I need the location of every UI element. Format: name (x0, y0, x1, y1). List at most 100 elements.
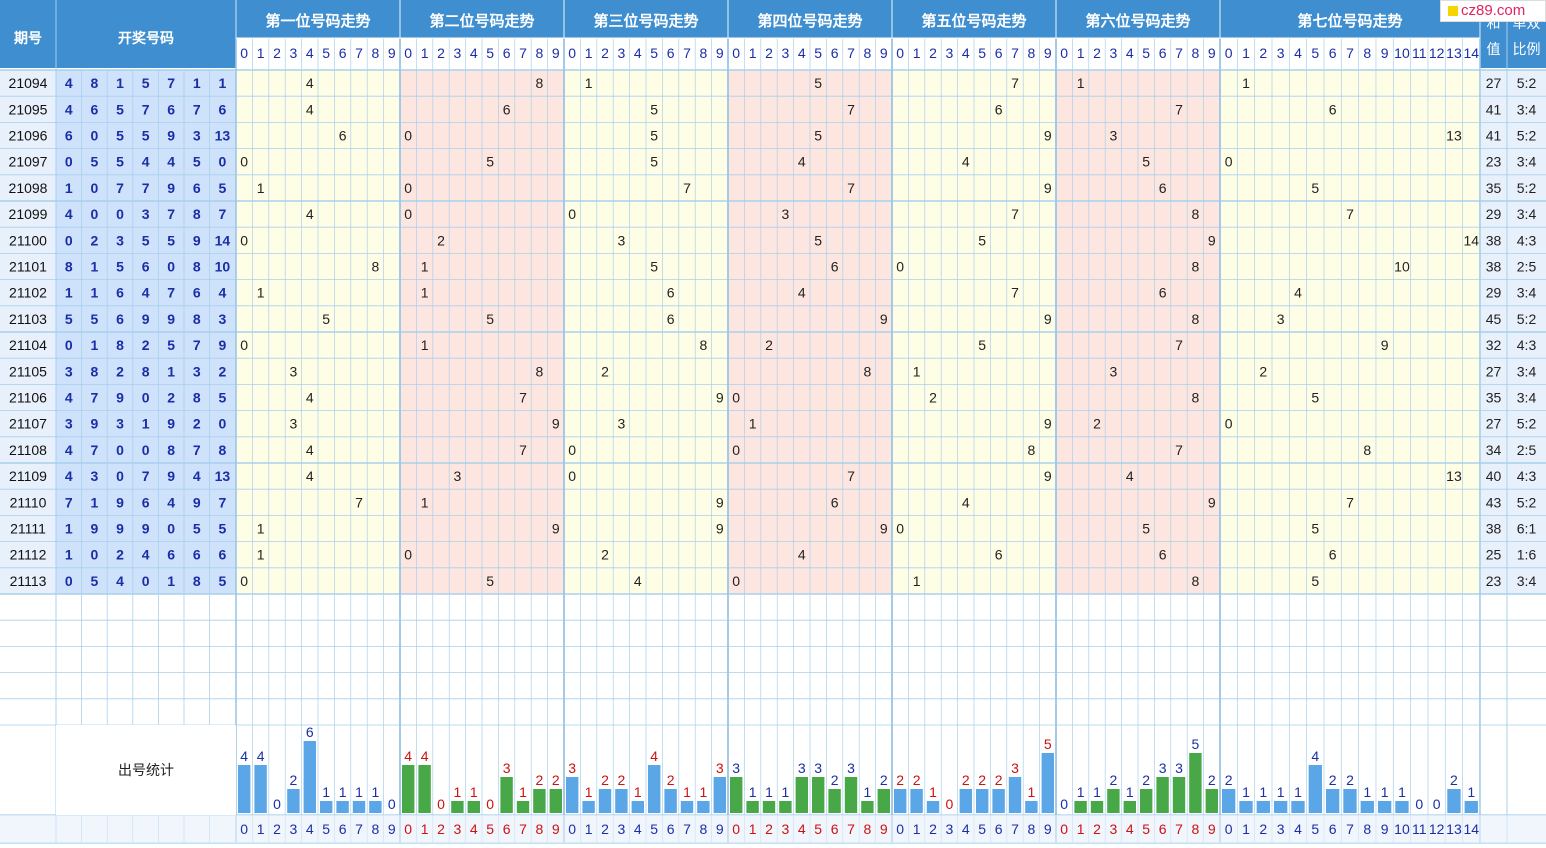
stat-bar (926, 801, 940, 813)
trend-mark-pos1: 7 (355, 494, 363, 510)
footer-digit: 3 (1277, 821, 1285, 837)
footer-digit: 5 (1311, 821, 1319, 837)
stat-bar (418, 765, 431, 813)
stat-value: 2 (667, 772, 675, 788)
stat-bar (1447, 789, 1461, 813)
draw-digit: 8 (91, 75, 99, 91)
stat-value: 3 (798, 760, 806, 776)
stat-value: 3 (732, 760, 740, 776)
draw-digit: 1 (65, 285, 73, 301)
draw-digit: 4 (142, 285, 150, 301)
sum-cell: 27 (1486, 416, 1502, 432)
draw-digit: 8 (142, 363, 150, 379)
stat-value: 1 (454, 784, 462, 800)
draw-digit: 9 (116, 521, 124, 537)
footer-digit: 8 (864, 821, 872, 837)
stat-value: 5 (1044, 736, 1052, 752)
stat-bar (1189, 753, 1202, 813)
stat-value: 5 (1192, 736, 1200, 752)
header-digit: 5 (322, 45, 330, 61)
footer-digit: 5 (1142, 821, 1150, 837)
draw-digit: 1 (65, 521, 73, 537)
trend-mark-pos3: 0 (568, 206, 576, 222)
trend-mark-pos4: 0 (732, 573, 740, 589)
draw-digit: 4 (219, 285, 227, 301)
trend-mark-pos5: 9 (1044, 128, 1052, 144)
draw-digit: 7 (142, 180, 150, 196)
header-period: 期号 (14, 30, 42, 46)
draw-digit: 6 (219, 101, 227, 117)
header-digit: 9 (880, 45, 888, 61)
trend-mark-pos5: 1 (913, 363, 921, 379)
footer-digit: 5 (978, 821, 986, 837)
trend-mark-pos2: 7 (519, 442, 527, 458)
site-logo[interactable]: cz89.com (1440, 0, 1546, 22)
trend-mark-pos2: 5 (486, 311, 494, 327)
stat-value: 0 (1060, 796, 1068, 812)
draw-digit: 4 (65, 101, 73, 117)
stat-bar (795, 777, 808, 813)
trend-mark-pos1: 6 (339, 128, 347, 144)
digit-header-row (236, 38, 1480, 68)
stat-value: 1 (700, 784, 708, 800)
draw-digit: 7 (91, 390, 99, 406)
stat-value: 2 (1142, 772, 1150, 788)
draw-digit: 2 (193, 416, 201, 432)
draw-digit: 2 (91, 232, 99, 248)
stat-bar (697, 801, 710, 813)
draw-digit: 0 (91, 180, 99, 196)
stat-value: 4 (404, 748, 412, 764)
sum-cell: 43 (1486, 494, 1502, 510)
draw-digit: 4 (142, 547, 150, 563)
draw-digit: 7 (193, 442, 201, 458)
trend-mark-pos4: 3 (782, 206, 790, 222)
draw-digit: 5 (65, 311, 73, 327)
stat-bar (992, 789, 1005, 813)
ratio-cell: 2:5 (1517, 442, 1537, 458)
footer-digit: 5 (814, 821, 822, 837)
draw-digit: 5 (193, 521, 201, 537)
stat-value: 3 (503, 760, 511, 776)
draw-digit: 6 (193, 285, 201, 301)
draw-digit: 0 (116, 468, 124, 484)
stat-bar (894, 789, 907, 813)
trend-mark-pos7: 6 (1329, 547, 1337, 563)
footer-digit: 10 (1394, 821, 1410, 837)
stat-bar (746, 801, 759, 813)
draw-digit: 9 (167, 311, 175, 327)
draw-digit: 5 (116, 259, 124, 275)
draw-digit: 7 (219, 206, 227, 222)
period-cell: 21094 (9, 75, 48, 91)
trend-mark-pos7: 0 (1225, 416, 1233, 432)
stat-value: 0 (388, 796, 396, 812)
header-digit: 4 (470, 45, 478, 61)
stat-bar (303, 741, 316, 813)
draw-digit: 5 (219, 573, 227, 589)
header-position-2: 第二位号码走势 (429, 12, 534, 30)
draw-digit: 6 (142, 259, 150, 275)
trend-mark-pos2: 3 (454, 468, 462, 484)
stat-bar (812, 777, 825, 813)
trend-mark-pos4: 6 (831, 259, 839, 275)
footer-digit: 9 (388, 821, 396, 837)
header-digit: 1 (749, 45, 757, 61)
footer-digit: 4 (1294, 821, 1302, 837)
trend-mark-pos2: 1 (421, 285, 429, 301)
header-position-7: 第七位号码走势 (1297, 12, 1402, 30)
stat-value: 3 (716, 760, 724, 776)
trend-mark-pos7: 2 (1259, 363, 1267, 379)
draw-digit: 0 (91, 206, 99, 222)
draw-digit: 4 (142, 154, 150, 170)
header-digit: 3 (782, 45, 790, 61)
draw-digit: 2 (167, 390, 175, 406)
draw-digit: 8 (193, 390, 201, 406)
stat-bar (1377, 801, 1392, 813)
stat-bar (861, 801, 874, 813)
trend-mark-pos3: 2 (601, 363, 609, 379)
draw-digit: 3 (116, 232, 124, 248)
stat-value: 4 (1311, 748, 1319, 764)
stat-bar (516, 801, 530, 813)
trend-mark-pos6: 9 (1208, 232, 1216, 248)
draw-digit: 5 (91, 154, 99, 170)
trend-mark-pos5: 6 (995, 547, 1003, 563)
